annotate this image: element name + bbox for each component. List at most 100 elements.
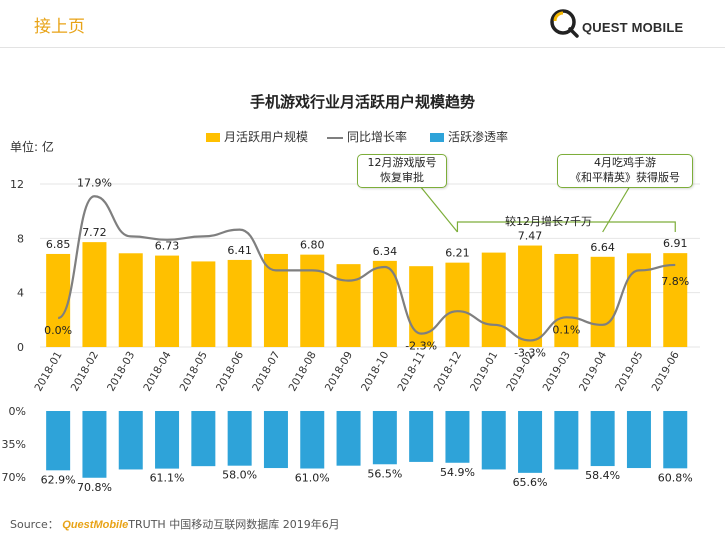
callout-pointer: [602, 185, 631, 233]
y-tick-label: 4: [17, 287, 24, 300]
mau-bar: [663, 253, 688, 347]
penetration-bar: [372, 411, 397, 465]
penetration-bar: [336, 411, 361, 466]
growth-value-label: 0.0%: [44, 324, 72, 337]
mau-bar: [118, 253, 143, 347]
callout-pubg-license-line2: 《和平精英》获得版号: [570, 171, 680, 184]
penetration-y-tick: 35%: [2, 438, 26, 451]
bar-value-label: 6.64: [590, 241, 615, 254]
bar-value-label: 6.85: [46, 238, 71, 251]
x-tick-label: 2018-04: [141, 349, 173, 393]
penetration-value-label: 65.6%: [513, 476, 548, 489]
penetration-bar: [263, 411, 288, 469]
mau-bar: [518, 245, 543, 347]
bar-value-label: 6.91: [663, 237, 688, 250]
bar-value-label: 6.21: [445, 247, 470, 260]
callout-version-approval: 12月游戏版号 恢复审批: [357, 154, 447, 188]
penetration-y-tick: 70%: [2, 471, 26, 484]
source-label: Source：: [10, 518, 59, 531]
growth-brace-label: 较12月增长7千万: [505, 215, 592, 228]
x-tick-label: 2019-01: [468, 350, 500, 394]
callout-pubg-license-line1: 4月吃鸡手游: [594, 156, 656, 169]
mau-bar: [300, 254, 325, 347]
penetration-value-label: 70.8%: [77, 481, 112, 494]
y-tick-label: 0: [17, 341, 24, 354]
bar-value-label: 6.41: [227, 244, 252, 257]
penetration-value-label: 61.0%: [295, 472, 330, 485]
bar-value-label: 7.47: [518, 230, 543, 243]
callout-pubg-license: 4月吃鸡手游 《和平精英》获得版号: [557, 154, 693, 188]
mau-bar: [481, 252, 506, 347]
penetration-bar: [227, 411, 252, 466]
x-tick-label: 2018-03: [105, 350, 137, 394]
x-tick-label: 2019-06: [650, 349, 682, 393]
bar-value-label: 6.80: [300, 239, 325, 252]
growth-line: [57, 195, 676, 342]
x-tick-label: 2018-05: [178, 350, 210, 394]
penetration-bar: [590, 411, 615, 467]
callout-version-approval-line2: 恢复审批: [380, 171, 424, 184]
x-tick-label: 2018-10: [359, 350, 391, 394]
questmobile-logo-icon: [550, 9, 579, 38]
legend-line: 同比增长率: [327, 128, 407, 145]
growth-value-label: 17.9%: [77, 176, 112, 189]
mau-bar: [626, 253, 651, 347]
continued-label: 接上页: [34, 17, 85, 37]
penetration-value-label: 58.0%: [222, 469, 257, 482]
mau-bar: [445, 262, 470, 347]
mau-bar: [82, 242, 107, 347]
penetration-value-label: 58.4%: [585, 469, 620, 482]
x-tick-label: 2018-11: [395, 350, 427, 394]
bar-value-label: 7.72: [82, 226, 107, 239]
mau-bar: [227, 259, 252, 347]
mau-bar: [554, 253, 579, 347]
penetration-bar: [46, 411, 71, 471]
penetration-value-label: 54.9%: [440, 466, 475, 479]
growth-brace: [456, 221, 676, 232]
penetration-bar: [118, 411, 143, 470]
penetration-value-label: 56.5%: [367, 467, 402, 480]
bar-value-label: 6.73: [155, 240, 180, 253]
x-tick-label: 2018-12: [432, 350, 464, 394]
x-tick-label: 2018-06: [214, 349, 246, 393]
mau-bar: [336, 264, 361, 347]
mau-bar: [372, 260, 397, 347]
x-tick-label: 2018-09: [323, 350, 355, 394]
x-tick-label: 2019-04: [577, 349, 609, 393]
x-tick-label: 2018-08: [287, 350, 319, 394]
penetration-bar: [409, 411, 434, 462]
growth-value-label: 7.8%: [661, 275, 689, 288]
source-text: TRUTH 中国移动互联网数据库 2019年6月: [128, 518, 340, 531]
y-tick-label: 12: [10, 178, 24, 191]
chart-title: 手机游戏行业月活跃用户规模趋势: [249, 93, 475, 111]
legend-line-swatch: [327, 136, 343, 139]
legend-bar-swatch: [206, 133, 220, 142]
mau-bar: [191, 261, 216, 347]
mau-bar: [46, 253, 71, 347]
legend-penetration-label: 活跃渗透率: [448, 130, 509, 144]
growth-value-label: -3.3%: [514, 346, 546, 359]
callout-version-approval-line1: 12月游戏版号: [367, 156, 437, 169]
mau-bar: [409, 266, 434, 347]
x-tick-label: 2018-07: [250, 350, 282, 394]
header-divider: [0, 47, 725, 48]
legend-penetration: 活跃渗透率: [430, 128, 508, 145]
growth-value-label: -2.3%: [405, 340, 437, 353]
header: 接上页 QUEST MOBILE: [0, 0, 725, 44]
y-tick-label: 8: [17, 232, 24, 245]
penetration-bar: [481, 411, 506, 470]
penetration-bar: [626, 411, 651, 469]
penetration-value-label: 61.1%: [150, 472, 185, 485]
penetration-y-tick: 0%: [9, 405, 26, 418]
source-line: Source： QuestMobileTRUTH 中国移动互联网数据库 2019…: [10, 516, 340, 532]
legend-bar: 月活跃用户规模: [206, 128, 308, 145]
brand-name: QUEST MOBILE: [582, 20, 684, 35]
penetration-bar: [445, 411, 470, 463]
penetration-value-label: 62.9%: [41, 473, 76, 486]
x-tick-label: 2018-02: [69, 350, 101, 394]
penetration-bar: [300, 411, 325, 469]
penetration-bar: [191, 411, 216, 467]
bar-value-label: 6.34: [373, 245, 398, 258]
penetration-value-label: 60.8%: [658, 471, 693, 484]
